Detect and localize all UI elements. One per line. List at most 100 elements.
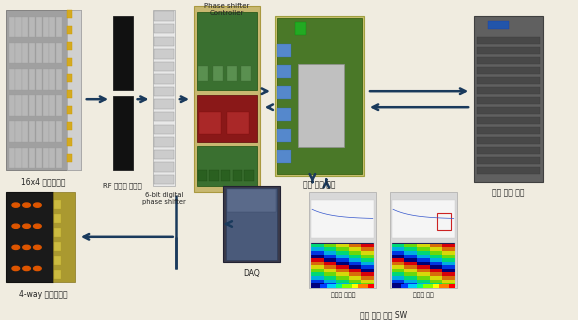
Bar: [392, 280, 395, 283]
Bar: [446, 284, 449, 288]
Bar: [414, 255, 417, 258]
Bar: [368, 262, 371, 265]
Bar: [427, 269, 429, 272]
Bar: [324, 276, 327, 280]
Bar: [194, 6, 260, 192]
Bar: [198, 170, 207, 181]
Bar: [314, 283, 317, 287]
Bar: [407, 265, 411, 269]
Bar: [16, 17, 21, 37]
Bar: [433, 272, 436, 276]
Bar: [488, 21, 509, 29]
Bar: [333, 276, 336, 280]
Bar: [333, 262, 336, 265]
Bar: [197, 95, 257, 142]
Bar: [424, 284, 427, 288]
Bar: [371, 280, 374, 283]
Bar: [352, 255, 355, 258]
Bar: [436, 244, 439, 247]
Bar: [54, 200, 61, 209]
Bar: [417, 262, 420, 265]
Bar: [346, 265, 349, 269]
Bar: [233, 170, 242, 181]
Bar: [324, 258, 327, 262]
Bar: [342, 262, 346, 265]
Bar: [401, 247, 405, 251]
Bar: [336, 283, 339, 287]
Bar: [349, 269, 352, 272]
Bar: [371, 255, 374, 258]
Bar: [427, 265, 429, 269]
Bar: [339, 284, 342, 288]
Bar: [477, 37, 540, 44]
Bar: [277, 65, 291, 78]
Bar: [407, 269, 411, 272]
Bar: [324, 265, 327, 269]
Bar: [9, 121, 15, 142]
Bar: [197, 146, 257, 187]
Bar: [407, 276, 411, 280]
Bar: [446, 255, 449, 258]
Bar: [29, 43, 35, 63]
Bar: [401, 276, 405, 280]
Bar: [401, 283, 405, 287]
Bar: [361, 247, 365, 251]
Bar: [56, 121, 62, 142]
Bar: [405, 276, 407, 280]
Bar: [433, 280, 436, 283]
Bar: [427, 280, 429, 283]
Bar: [68, 10, 81, 170]
Bar: [23, 95, 28, 116]
Bar: [358, 265, 361, 269]
Bar: [411, 272, 414, 276]
Bar: [336, 244, 339, 247]
Bar: [355, 255, 358, 258]
Bar: [320, 262, 324, 265]
Bar: [154, 12, 174, 21]
Circle shape: [34, 266, 41, 271]
Bar: [433, 251, 436, 255]
Bar: [36, 69, 42, 90]
Bar: [407, 262, 411, 265]
Circle shape: [34, 245, 41, 250]
Bar: [414, 258, 417, 262]
Bar: [439, 283, 442, 287]
Bar: [439, 272, 442, 276]
Bar: [437, 213, 451, 230]
Bar: [339, 265, 342, 269]
Bar: [309, 192, 376, 288]
Bar: [277, 18, 362, 174]
Bar: [439, 262, 442, 265]
Bar: [436, 283, 439, 287]
Bar: [6, 192, 53, 282]
Bar: [395, 276, 398, 280]
Bar: [442, 244, 446, 247]
Bar: [424, 265, 427, 269]
Bar: [420, 262, 423, 265]
Bar: [395, 272, 398, 276]
Bar: [433, 276, 436, 280]
Bar: [43, 43, 49, 63]
Bar: [405, 284, 407, 288]
Bar: [346, 276, 349, 280]
Bar: [407, 247, 411, 251]
Bar: [336, 284, 339, 288]
Bar: [68, 106, 72, 114]
Bar: [50, 148, 55, 168]
Bar: [452, 262, 455, 265]
Bar: [50, 121, 55, 142]
Bar: [53, 192, 75, 282]
Bar: [392, 255, 395, 258]
Bar: [398, 280, 401, 283]
Bar: [342, 269, 346, 272]
Bar: [317, 272, 320, 276]
Bar: [314, 244, 317, 247]
Bar: [43, 121, 49, 142]
Bar: [342, 258, 346, 262]
Bar: [405, 258, 407, 262]
Bar: [349, 258, 352, 262]
Bar: [241, 66, 251, 81]
Text: 6-bit digital
phase shifter: 6-bit digital phase shifter: [142, 192, 186, 205]
Bar: [477, 137, 540, 144]
Bar: [352, 258, 355, 262]
